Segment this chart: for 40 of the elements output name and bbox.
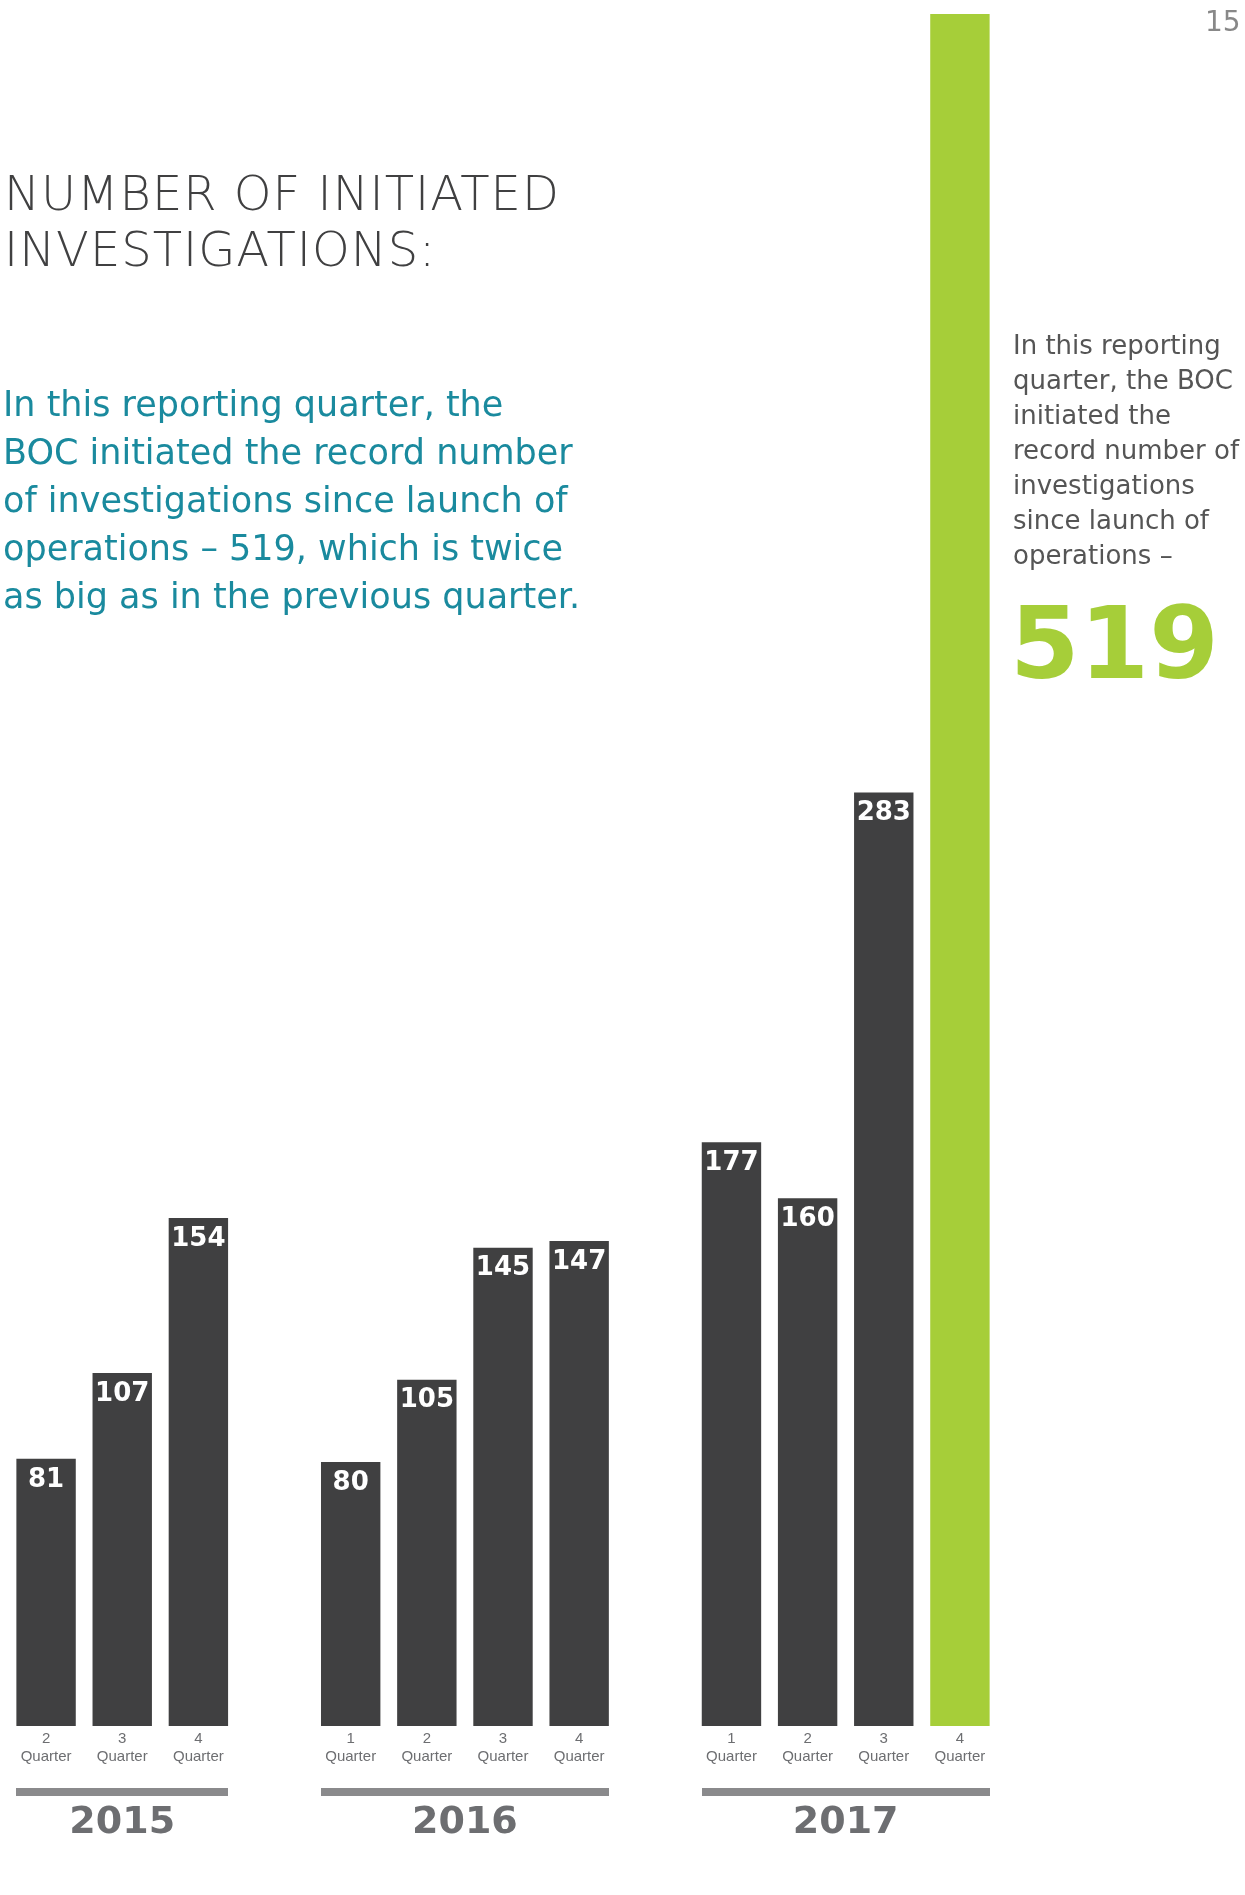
text: In this reporting quarter, the BOC initiated the record number of investigations since launch of operations –: [1013, 329, 1241, 572]
text: 2015: [68, 1798, 177, 1842]
bar: [16, 1458, 76, 1726]
bar: [320, 1462, 381, 1726]
x-tick-label: 4 Quarter: [934, 1729, 986, 1765]
x-tick-label: 1 Quarter: [325, 1729, 377, 1765]
x-tick-label: 2 Quarter: [782, 1729, 834, 1765]
data-label: 80: [332, 1465, 369, 1496]
text: 2017: [791, 1798, 900, 1842]
data-label: 147: [552, 1244, 607, 1275]
x-tick-label: 4 Quarter: [172, 1729, 224, 1765]
bar: [777, 1198, 838, 1726]
x-tick-label: 3 Quarter: [858, 1729, 910, 1765]
bar: [930, 14, 990, 1726]
bar: [854, 792, 914, 1726]
x-tick-label: 2 Quarter: [20, 1729, 72, 1765]
bar: [549, 1241, 609, 1726]
text: NUMBER OF INITIATED INVESTIGATIONS:: [4, 165, 561, 277]
bar: [397, 1379, 457, 1726]
data-label: 145: [475, 1251, 531, 1282]
bar: [168, 1218, 229, 1726]
x-tick-label: 2 Quarter: [401, 1729, 453, 1765]
data-label: 177: [704, 1145, 759, 1176]
data-label: 160: [780, 1201, 835, 1232]
data-label: 107: [95, 1376, 150, 1407]
x-tick-label: 3 Quarter: [477, 1729, 529, 1765]
bar: [473, 1247, 533, 1726]
data-label: 283: [856, 796, 911, 827]
bar: [701, 1142, 762, 1726]
text: 15: [1205, 5, 1241, 38]
x-tick-label: 4 Quarter: [553, 1729, 605, 1765]
text: In this reporting quarter, the BOC initiated the record number of investigations since launch of operations – 519, which is twice as big as in the previous quarter.: [3, 383, 582, 618]
data-label: 105: [399, 1383, 454, 1414]
bar: [92, 1373, 152, 1726]
x-tick-label: 1 Quarter: [706, 1729, 757, 1765]
text: 519: [1010, 585, 1219, 702]
data-label: 154: [171, 1221, 226, 1252]
text: 2016: [411, 1798, 519, 1842]
data-label: 81: [27, 1462, 65, 1493]
x-tick-label: 3 Quarter: [96, 1729, 148, 1765]
